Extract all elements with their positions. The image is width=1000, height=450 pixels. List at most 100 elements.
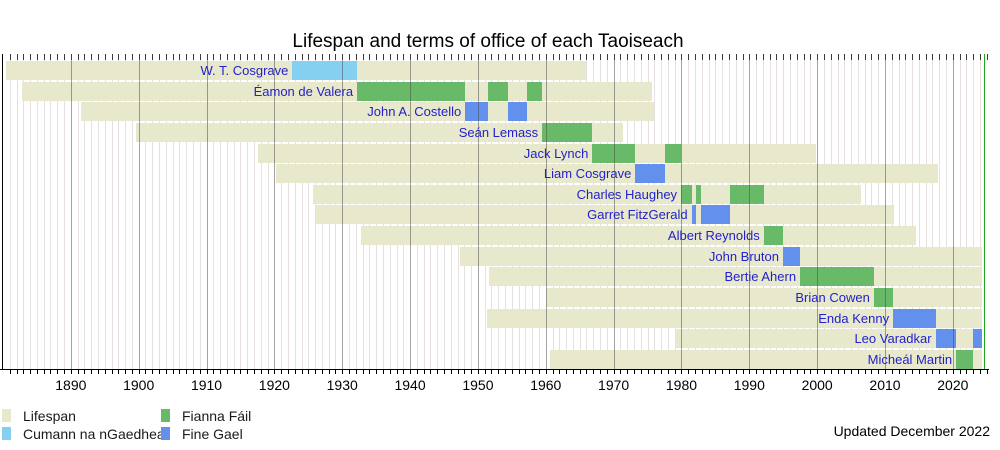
axis-tick-bottom (416, 369, 418, 374)
taoiseach-name-link[interactable]: Charles Haughey (576, 186, 678, 202)
gridline-year (959, 60, 961, 369)
lifespan-bar (135, 122, 623, 142)
axis-tick-bottom (803, 369, 805, 374)
axis-tick-top (559, 54, 561, 60)
taoiseach-name-link[interactable]: Éamon de Valera (253, 83, 354, 99)
axis-tick-top (172, 54, 174, 60)
taoiseach-name-link[interactable]: Micheál Martin (867, 351, 953, 367)
taoiseach-name-link[interactable]: Leo Varadkar (854, 331, 932, 347)
gridline-year (152, 60, 154, 369)
axis-tick-top (823, 54, 825, 60)
axis-tick-top (783, 54, 785, 60)
axis-tick-bottom (701, 369, 703, 374)
axis-tick-top (722, 54, 724, 60)
axis-tick-top (905, 54, 907, 60)
gridline-year (111, 60, 113, 369)
axis-tick-top (389, 54, 391, 60)
year-label: 1890 (55, 377, 87, 393)
axis-tick-bottom (688, 369, 690, 374)
axis-tick-top (430, 54, 432, 60)
gridline-year (898, 60, 900, 369)
term-bar-fg (691, 205, 697, 225)
gridline-year (145, 60, 147, 369)
lifespan-bar (361, 226, 917, 246)
axis-tick-bottom (715, 369, 717, 374)
gridline-year (125, 60, 127, 369)
gridline-year (260, 60, 262, 369)
gridline-decade (749, 54, 751, 369)
axis-tick-bottom (471, 369, 473, 374)
axis-tick-top (932, 54, 934, 60)
axis-tick-top (226, 54, 228, 60)
term-bar-ff (681, 184, 692, 204)
term-bar-fg (782, 246, 801, 266)
taoiseach-name-link[interactable]: W. T. Cosgrave (200, 63, 289, 78)
taoiseach-name-link[interactable]: Enda Kenny (818, 310, 890, 326)
gridline-year (36, 60, 38, 369)
axis-tick-bottom (145, 369, 147, 374)
gridline-decade (342, 54, 344, 369)
taoiseach-name-link[interactable]: Jack Lynch (523, 145, 589, 161)
taoiseach-name-link[interactable]: Brian Cowen (795, 290, 870, 306)
lifespan-bar (276, 164, 938, 184)
axis-tick-bottom (898, 369, 900, 374)
axis-tick-bottom (43, 369, 45, 374)
axis-tick-bottom (600, 369, 602, 374)
axis-tick-bottom (362, 369, 364, 374)
axis-tick-bottom (328, 369, 330, 374)
axis-tick-bottom (131, 369, 133, 374)
axis-tick-top (661, 54, 663, 60)
axis-tick-bottom (810, 369, 812, 374)
year-label: 1990 (733, 377, 765, 393)
gridline-year (118, 60, 120, 369)
lifespan-bar (486, 308, 982, 328)
gridline-year (23, 60, 25, 369)
gridline-year (912, 60, 914, 369)
gridline-decade (681, 54, 683, 369)
taoiseach-name-link[interactable]: John Bruton (708, 248, 779, 264)
axis-tick-bottom (104, 369, 106, 374)
term-bar-fg (507, 102, 527, 122)
axis-tick-top (735, 54, 737, 60)
term-bar-ff (542, 122, 593, 142)
gridline-year (939, 60, 941, 369)
taoiseach-name-link[interactable]: Garret FitzGerald (587, 207, 688, 223)
axis-tick-bottom (925, 369, 927, 374)
axis-tick-bottom (464, 369, 466, 374)
axis-tick-bottom (728, 369, 730, 374)
axis-tick-bottom (640, 369, 642, 374)
axis-tick-top (36, 54, 38, 60)
axis-tick-top (484, 54, 486, 60)
axis-tick-bottom (613, 369, 615, 374)
axis-tick-top (369, 54, 371, 60)
axis-tick-top (790, 54, 791, 60)
axis-tick-top (552, 54, 554, 60)
axis-tick-top (301, 54, 303, 60)
axis-tick-bottom (443, 369, 445, 374)
axis-tick-bottom (410, 369, 412, 374)
axis-tick-bottom (437, 369, 439, 374)
taoiseach-name-link[interactable]: Albert Reynolds (667, 228, 760, 244)
plot-left-border (2, 54, 3, 369)
year-label: 1960 (530, 377, 562, 393)
axis-tick-bottom (206, 369, 208, 374)
gridline-year (16, 60, 18, 369)
taoiseach-name-link[interactable]: Seán Lemass (458, 124, 539, 140)
axis-tick-top (396, 54, 398, 60)
taoiseach-name-link[interactable]: Liam Cosgrave (543, 166, 632, 182)
axis-tick-top (715, 54, 717, 60)
taoiseach-name-link[interactable]: John A. Costello (367, 104, 462, 120)
axis-tick-bottom (695, 369, 697, 374)
axis-tick-top (111, 54, 113, 60)
axis-tick-top (586, 54, 588, 60)
axis-tick-top (294, 54, 296, 60)
taoiseach-name-link[interactable]: Bertie Ahern (724, 269, 797, 285)
axis-tick-top (606, 54, 608, 60)
axis-tick-top (403, 54, 405, 60)
axis-tick-bottom (457, 369, 459, 374)
axis-tick-top (878, 54, 880, 60)
gridline-year (925, 60, 927, 369)
axis-tick-bottom (959, 369, 961, 374)
gridline-year (30, 60, 32, 369)
gridline-year (308, 60, 310, 369)
